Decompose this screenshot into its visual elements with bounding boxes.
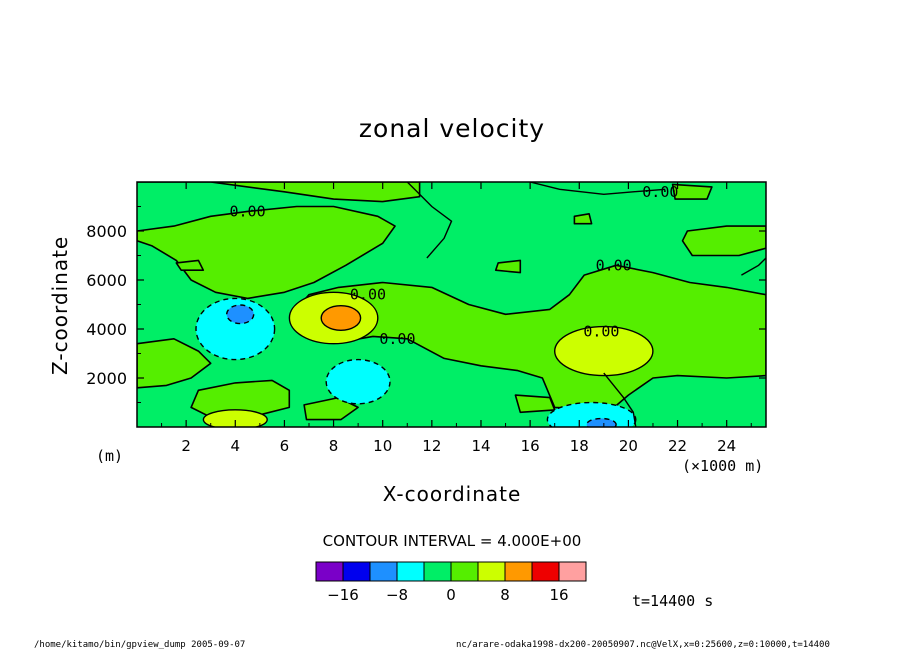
y-axis: 2000 4000 6000 8000 [86,206,766,403]
value-region-10 [586,417,617,427]
contour-band-lime-2 [137,205,396,300]
x-tick-label-8: 16 [521,437,540,455]
value-region-5 [320,305,362,332]
contour-label-6: 0.00 [583,322,619,340]
y-axis-unit: (m) [96,447,124,465]
colorbar-tick-label-5: 16 [549,586,568,604]
colorbar-swatch-5 [423,561,452,582]
contour-band-lime-6 [190,379,291,418]
x-tick-label-12: 24 [717,437,736,455]
colorbar-swatch-3 [369,561,398,582]
value-region-3 [225,304,255,325]
colorbar-swatch-10 [558,561,587,582]
y-axis-label: Z-coordinate [48,235,72,375]
colorbar-swatch-7 [477,561,506,582]
value-region-8 [202,409,268,427]
contour-band-lime-8 [514,394,556,414]
contour-band-lime-7 [303,396,359,421]
contour-band-lime-4 [681,225,766,257]
colorbar-swatch-6 [450,561,479,582]
colorbar-swatch-4 [396,561,425,582]
contour-label-5: 0.00 [379,330,415,348]
y-tick-label-1: 2000 [86,369,127,388]
zero-contour-4 [741,257,766,276]
x-tick-label-4: 8 [329,437,339,455]
x-tick-label-1: 2 [181,437,191,455]
x-tick-label-7: 14 [471,437,490,455]
y-tick-label-3: 6000 [86,271,127,290]
x-tick-label-5: 10 [373,437,392,455]
contour-band-lime-10 [573,213,593,225]
contour-band-lime-1 [137,182,421,203]
x-tick-label-3: 6 [280,437,290,455]
zero-contour-3 [603,372,637,427]
y-tick-label-4: 8000 [86,222,127,241]
x-axis: 2 4 6 8 10 12 14 16 18 20 22 24 [161,182,752,455]
contour-band-lime-3 [291,264,766,411]
contour-band-lime-5 [137,338,212,389]
y-tick-label-2: 4000 [86,320,127,339]
contour-label-2: 0.00 [642,183,678,201]
footer-left: /home/kitamo/bin/gpview_dump 2005-09-07 [34,640,246,650]
x-tick-label-11: 22 [668,437,687,455]
contour-interval-label: CONTOUR INTERVAL = 4.000E+00 [322,532,582,550]
zero-contour-1 [406,182,453,259]
x-tick-label-9: 18 [570,437,589,455]
colorbar: −16 −8 0 8 16 [315,561,587,604]
contour-line-layer [406,182,766,427]
contour-label-layer: 0.00 0.00 0.00 0.00 0.00 0.00 [230,183,679,348]
value-region-7 [554,325,654,377]
contour-band-lime-11 [175,259,205,271]
contour-label-3: 0.00 [596,256,632,274]
colorbar-swatch-2 [342,561,371,582]
x-axis-unit: (×1000 m) [682,457,764,475]
contour-label-1: 0.00 [230,202,266,220]
contour-label-4: 0.00 [350,286,386,304]
time-label: t=14400 s [632,592,714,610]
colorbar-tick-label-4: 8 [500,586,510,604]
colorbar-tick-label-3: 0 [446,586,456,604]
x-axis-label: X-coordinate [382,482,522,506]
footer-right: nc/arare-odaka1998-dx200-20050907.nc@Vel… [456,640,830,650]
colorbar-swatch-9 [531,561,560,582]
value-region-6 [325,358,391,405]
x-tick-label-2: 4 [231,437,241,455]
value-region-2 [195,297,276,361]
colorbar-tick-label-1: −16 [327,586,359,604]
contour-band-lime-9 [494,259,522,274]
contour-band-lime-12 [671,183,713,200]
zero-contour-2 [529,182,666,196]
colorbar-swatch-1 [315,561,344,582]
chart-title: zonal velocity [358,114,546,143]
colorbar-swatch-8 [504,561,533,582]
x-tick-label-10: 20 [619,437,638,455]
x-tick-label-6: 12 [422,437,441,455]
colorbar-tick-label-2: −8 [386,586,408,604]
value-region-9 [546,401,637,427]
